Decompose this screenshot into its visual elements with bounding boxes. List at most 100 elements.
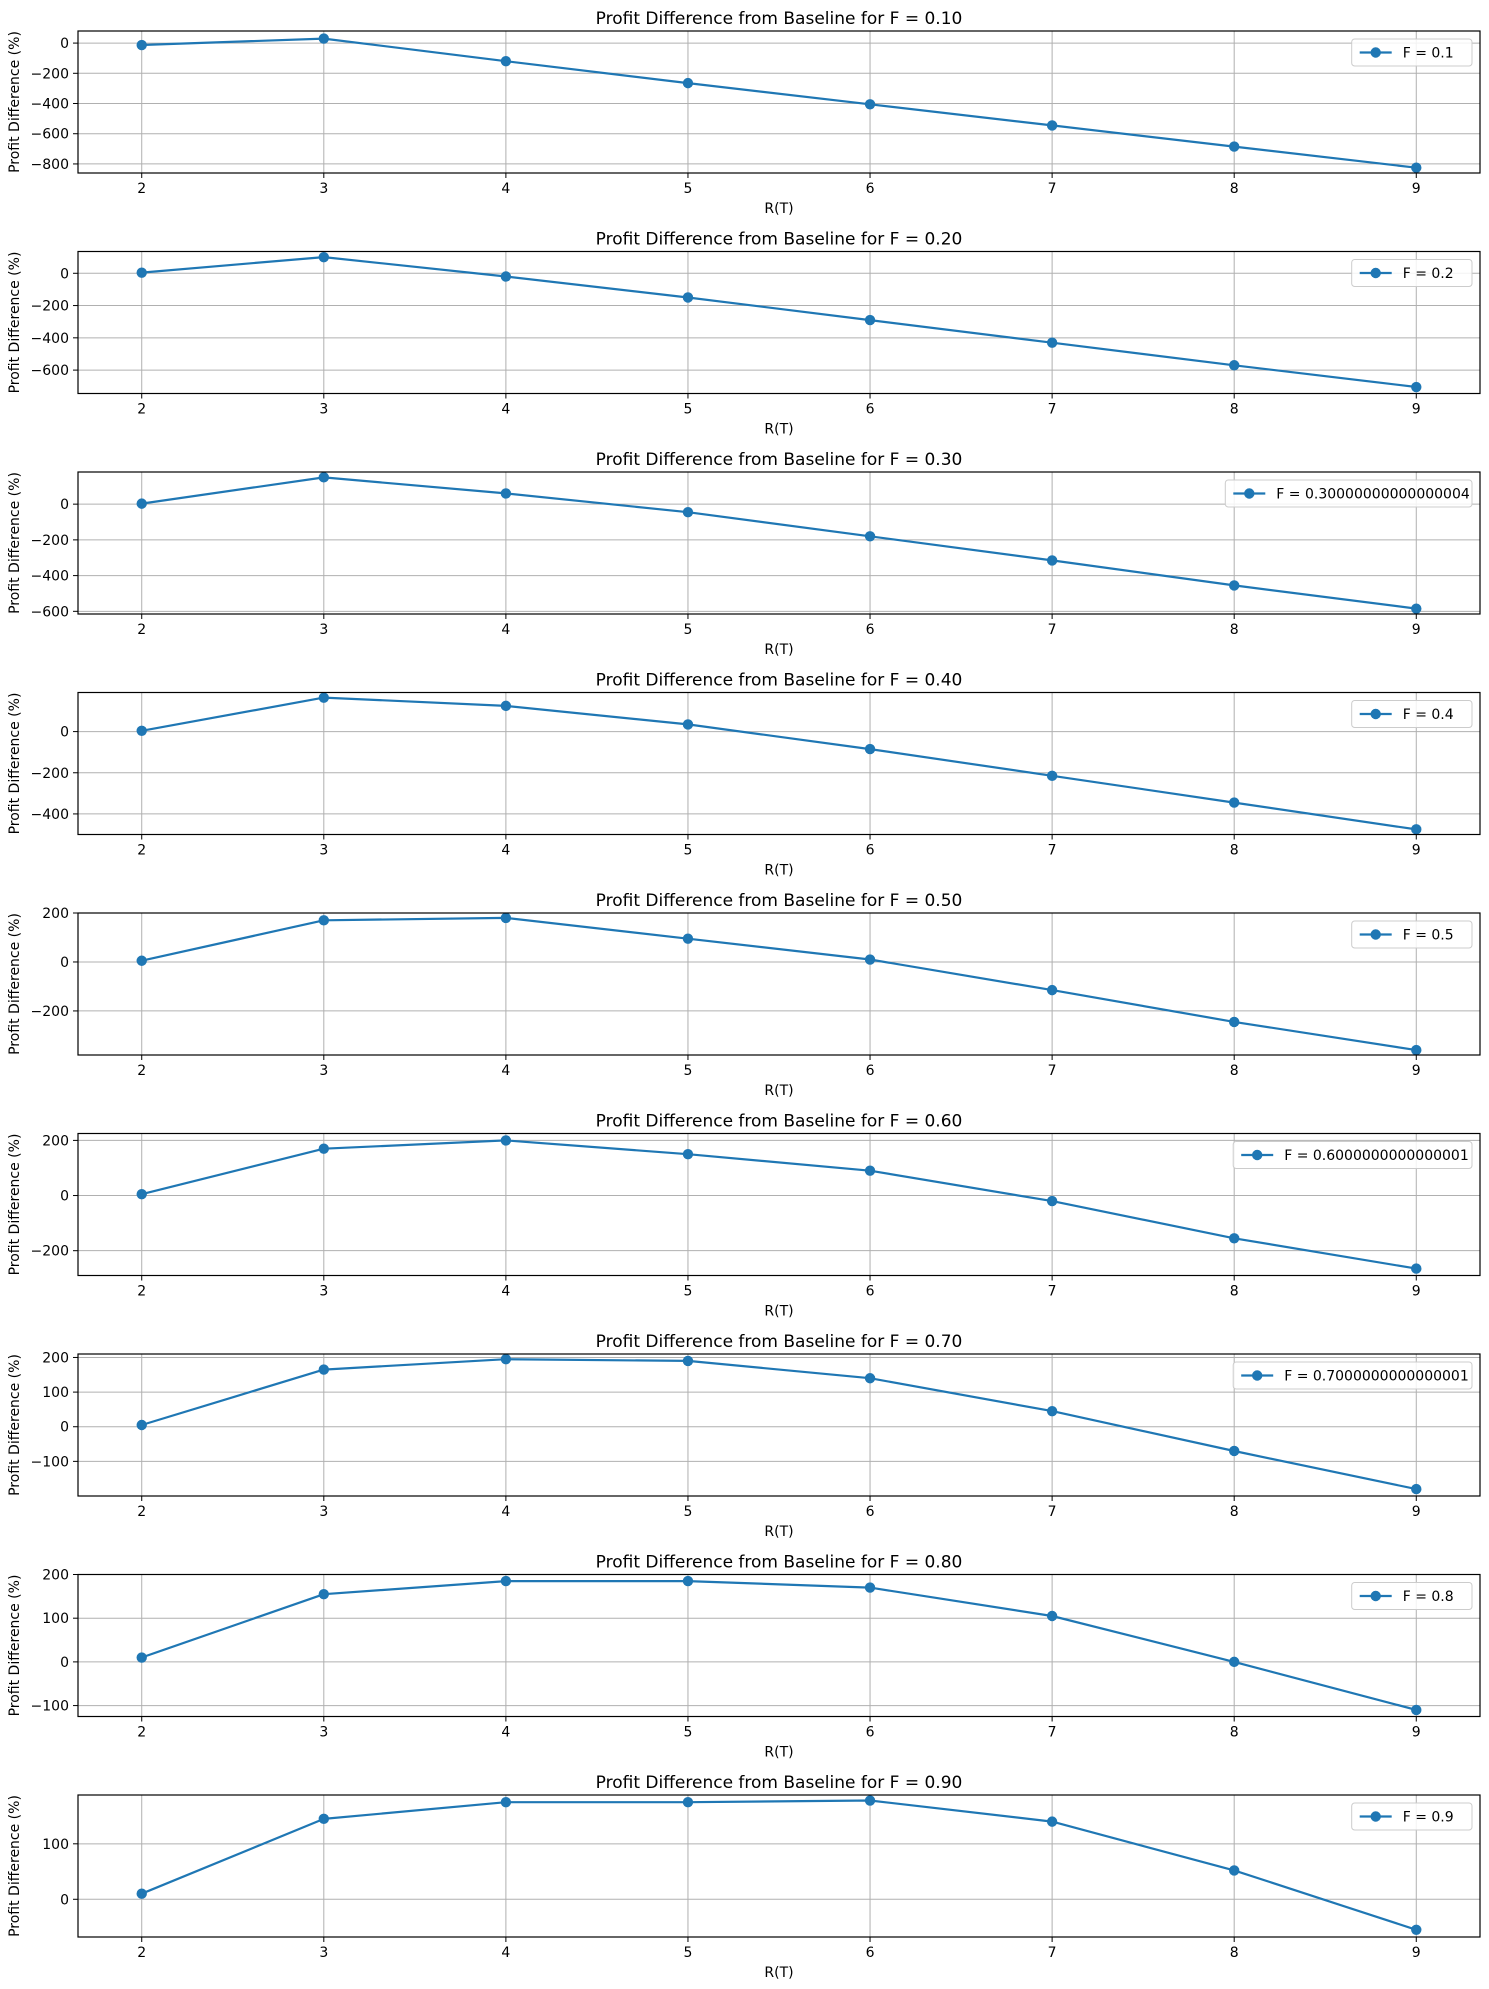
legend-marker: [1370, 1811, 1381, 1822]
legend-box: [1351, 920, 1473, 949]
legend-box: [1232, 1361, 1473, 1390]
legend-box: [1351, 259, 1473, 287]
data-point: [1411, 162, 1422, 173]
data-point: [500, 56, 512, 67]
legend-marker: [1370, 1590, 1381, 1602]
x-tick-label: 5: [684, 1725, 693, 1741]
subplot-5: Profit Difference from Baseline for F = …: [7, 891, 1481, 1099]
data-point: [318, 915, 330, 926]
x-tick-label: 4: [501, 622, 510, 638]
series-line: [141, 37, 1417, 169]
data-point: [1046, 120, 1058, 131]
x-tick-label: 7: [1048, 402, 1057, 418]
x-tick-label: 8: [1230, 1063, 1239, 1079]
x-axis-label: R(T): [764, 1083, 793, 1099]
data-point: [1228, 1016, 1240, 1028]
y-axis-label: Profit Difference (%): [7, 1354, 23, 1496]
data-point: [682, 719, 694, 730]
legend: F = 0.1: [1351, 38, 1473, 67]
x-tick-label: 7: [1048, 1504, 1057, 1520]
x-tick-label: 7: [1048, 181, 1057, 197]
data-point: [136, 955, 147, 966]
y-tick-label: −200: [31, 766, 69, 782]
data-point: [864, 954, 876, 965]
data-point: [864, 531, 876, 542]
y-tick-label: −400: [31, 807, 69, 823]
x-tick-label: 2: [137, 1284, 146, 1300]
data-point: [1046, 1610, 1058, 1622]
data-point: [682, 77, 694, 89]
data-point: [682, 1575, 694, 1587]
x-axis-label: R(T): [764, 422, 793, 438]
y-axis-label: Profit Difference (%): [7, 1795, 23, 1937]
subplot-title: Profit Difference from Baseline for F = …: [596, 9, 963, 29]
x-tick-label: 5: [684, 1284, 693, 1300]
legend-label: F = 0.1: [1403, 46, 1454, 62]
x-tick-label: 7: [1048, 843, 1057, 859]
x-tick-label: 4: [501, 1284, 510, 1300]
y-axis-label: Profit Difference (%): [7, 472, 23, 614]
x-tick-label: 8: [1230, 402, 1239, 418]
axes-frame: [77, 1132, 1481, 1277]
legend-marker: [1252, 1149, 1263, 1161]
x-tick-label: 3: [319, 402, 328, 418]
x-tick-label: 6: [866, 402, 875, 418]
data-point: [682, 933, 694, 944]
y-tick-label: 200: [42, 906, 69, 922]
y-tick-label: 100: [42, 1611, 69, 1627]
data-point: [864, 1582, 876, 1593]
axes-frame: [77, 912, 1481, 1056]
data-point: [1411, 824, 1422, 835]
x-tick-label: 4: [501, 1725, 510, 1741]
x-tick-label: 9: [1412, 1284, 1421, 1300]
y-tick-label: 200: [42, 1350, 69, 1366]
legend-marker: [1370, 267, 1381, 279]
x-tick-label: 2: [137, 181, 146, 197]
x-tick-label: 4: [501, 1063, 510, 1079]
legend-box: [1224, 479, 1473, 508]
legend-box: [1232, 1141, 1473, 1169]
data-point: [682, 1355, 694, 1367]
data-point: [136, 725, 147, 736]
data-point: [682, 1797, 694, 1808]
x-tick-label: 5: [684, 622, 693, 638]
subplot-1: Profit Difference from Baseline for F = …: [7, 9, 1481, 217]
axes-frame: [77, 471, 1481, 615]
y-tick-label: 0: [60, 1892, 69, 1908]
y-tick-label: −200: [31, 533, 69, 549]
x-tick-label: 2: [137, 622, 146, 638]
x-tick-label: 7: [1048, 1063, 1057, 1079]
data-point: [136, 1419, 147, 1431]
axes-frame: [77, 30, 1481, 174]
x-tick-label: 2: [137, 1945, 146, 1961]
y-tick-label: 0: [60, 1189, 69, 1205]
data-point: [1411, 603, 1422, 614]
data-point: [1046, 555, 1058, 566]
axes-frame: [77, 1794, 1481, 1938]
y-axis-label: Profit Difference (%): [7, 693, 23, 835]
data-point: [318, 1143, 330, 1154]
x-tick-label: 8: [1230, 181, 1239, 197]
subplot-title: Profit Difference from Baseline for F = …: [596, 450, 963, 470]
axes-frame: [77, 1573, 1481, 1718]
y-tick-label: 0: [60, 1420, 69, 1436]
data-point: [1228, 1865, 1240, 1876]
data-point: [1411, 1044, 1422, 1056]
data-point: [1228, 1656, 1240, 1668]
data-point: [1228, 141, 1240, 152]
data-point: [136, 1188, 147, 1200]
x-tick-label: 8: [1230, 843, 1239, 859]
y-axis-label: Profit Difference (%): [7, 252, 23, 394]
subplot-title: Profit Difference from Baseline for F = …: [596, 230, 963, 250]
x-tick-label: 8: [1230, 622, 1239, 638]
data-point: [1411, 1483, 1422, 1495]
x-tick-label: 6: [866, 622, 875, 638]
x-tick-label: 6: [866, 843, 875, 859]
x-tick-label: 2: [137, 843, 146, 859]
x-tick-label: 2: [137, 1504, 146, 1520]
y-tick-label: −200: [31, 299, 69, 315]
x-tick-label: 8: [1230, 1284, 1239, 1300]
x-tick-label: 9: [1412, 622, 1421, 638]
data-point: [1411, 1704, 1422, 1716]
x-tick-label: 5: [684, 1063, 693, 1079]
